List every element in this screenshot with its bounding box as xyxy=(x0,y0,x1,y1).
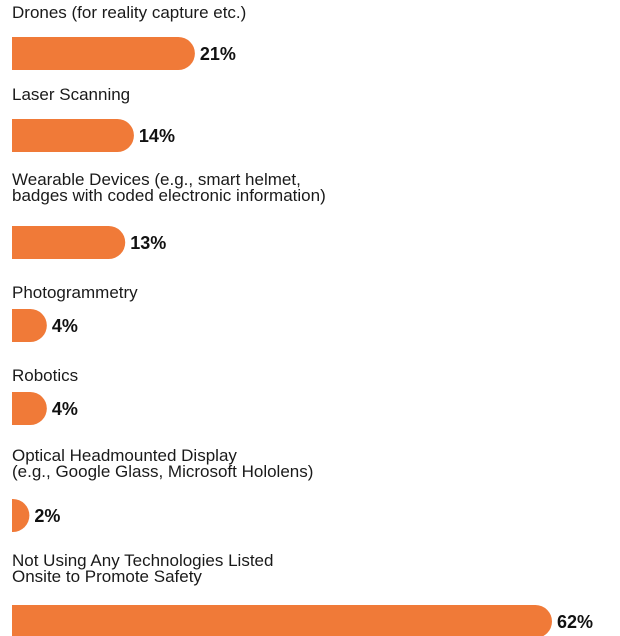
category-label: Not Using Any Technologies Listed xyxy=(12,551,273,570)
bar xyxy=(12,309,47,342)
bar xyxy=(12,37,195,70)
bar-group-laser-scanning: Laser Scanning 14% xyxy=(12,85,175,152)
bar xyxy=(12,499,30,532)
value-label: 13% xyxy=(130,233,166,253)
value-label: 14% xyxy=(139,126,175,146)
category-label: Robotics xyxy=(12,366,78,385)
value-label: 4% xyxy=(52,399,78,419)
bar-group-not-using-any-technologies-lis: Not Using Any Technologies ListedOnsite … xyxy=(12,551,593,636)
bar-group-drones-for-reality-capture-etc: Drones (for reality capture etc.) 21% xyxy=(12,3,246,70)
category-label: Laser Scanning xyxy=(12,85,130,104)
bar-group-optical-headmounted-display: Optical Headmounted Display(e.g., Google… xyxy=(12,446,313,532)
bar xyxy=(12,392,47,425)
category-label: badges with coded electronic information… xyxy=(12,186,326,205)
category-label: Optical Headmounted Display xyxy=(12,446,237,465)
category-label: (e.g., Google Glass, Microsoft Hololens) xyxy=(12,462,313,481)
bar-group-robotics: Robotics 4% xyxy=(12,366,78,425)
category-label: Wearable Devices (e.g., smart helmet, xyxy=(12,170,301,189)
bar-group-wearable-devices-e-g-smart-hel: Wearable Devices (e.g., smart helmet,bad… xyxy=(12,170,326,259)
value-label: 2% xyxy=(34,506,60,526)
bar-group-photogrammetry: Photogrammetry 4% xyxy=(12,283,138,342)
bar xyxy=(12,119,134,152)
category-label: Onsite to Promote Safety xyxy=(12,567,202,586)
bar xyxy=(12,605,552,636)
value-label: 21% xyxy=(200,44,236,64)
category-label: Drones (for reality capture etc.) xyxy=(12,3,246,22)
value-label: 62% xyxy=(557,612,593,632)
value-label: 4% xyxy=(52,316,78,336)
category-label: Photogrammetry xyxy=(12,283,138,302)
bar xyxy=(12,226,126,259)
